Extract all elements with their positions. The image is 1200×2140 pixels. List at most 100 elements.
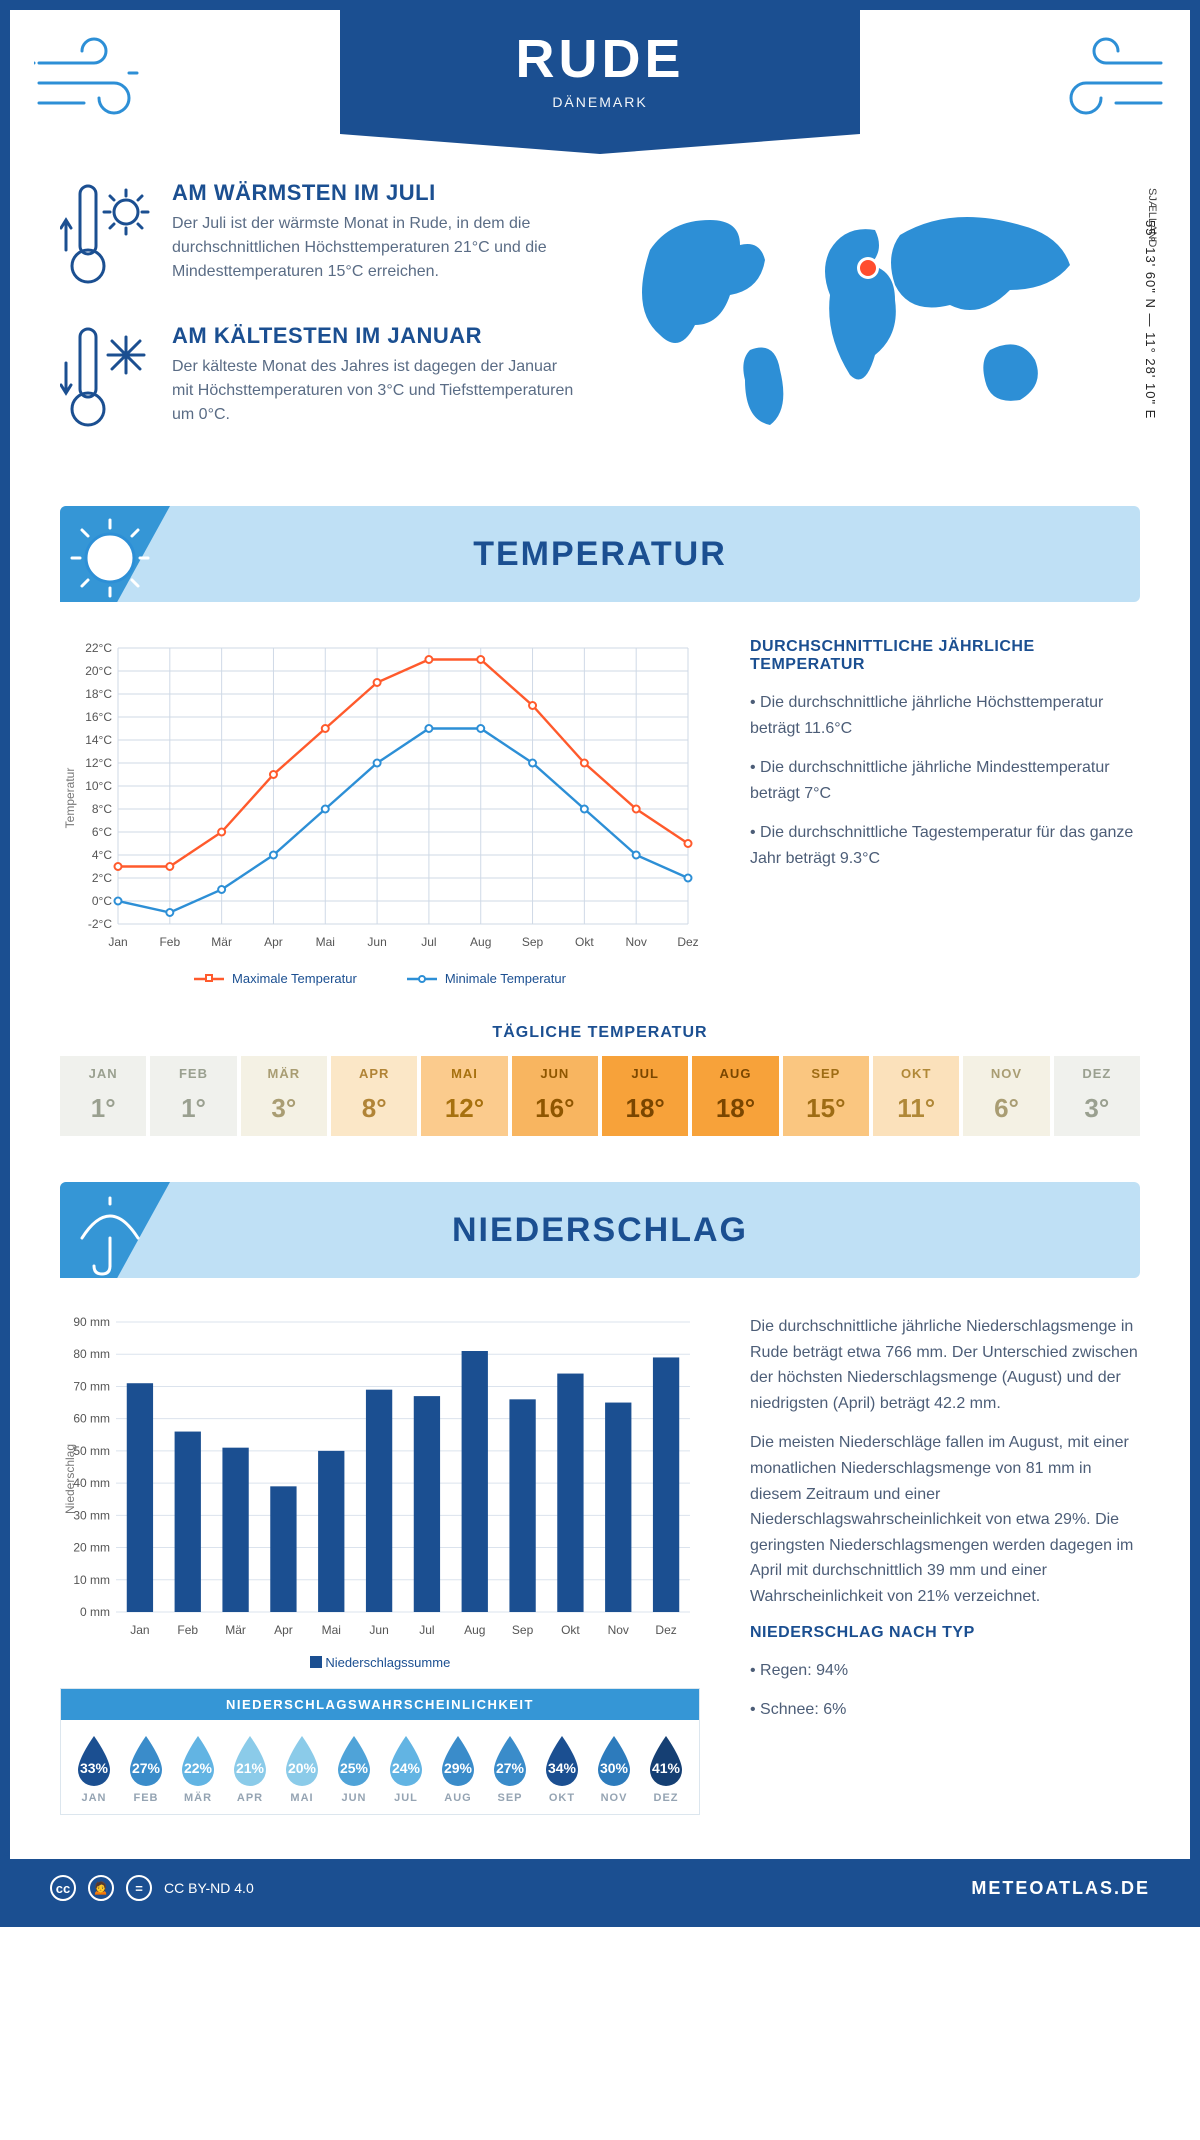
svg-text:4°C: 4°C [92, 848, 112, 862]
daily-cell: MÄR3° [241, 1056, 327, 1136]
prob-heading: NIEDERSCHLAGSWAHRSCHEINLICHKEIT [61, 1689, 699, 1720]
fact-cold-title: AM KÄLTESTEN IM JANUAR [172, 323, 580, 349]
location-marker [860, 260, 876, 276]
temp-summary-heading: DURCHSCHNITTLICHE JÄHRLICHE TEMPERATUR [750, 638, 1140, 674]
svg-text:Okt: Okt [575, 935, 594, 949]
precip-type-snow: • Schnee: 6% [750, 1697, 1140, 1723]
daily-cell: OKT11° [873, 1056, 959, 1136]
country-name: DÄNEMARK [340, 94, 860, 110]
daily-temp-heading: TÄGLICHE TEMPERATUR [10, 1024, 1190, 1042]
temperature-line-chart: -2°C0°C2°C4°C6°C8°C10°C12°C14°C16°C18°C2… [60, 638, 700, 986]
svg-text:Apr: Apr [264, 935, 283, 949]
svg-text:Jun: Jun [367, 935, 386, 949]
svg-text:Jan: Jan [130, 1623, 149, 1637]
temp-bullet-1: • Die durchschnittliche jährliche Höchst… [750, 690, 1140, 741]
svg-text:Nov: Nov [626, 935, 647, 949]
precipitation-heading: NIEDERSCHLAG [452, 1211, 748, 1250]
svg-text:90 mm: 90 mm [73, 1315, 110, 1329]
svg-text:Mär: Mär [211, 935, 232, 949]
nd-icon: = [126, 1875, 152, 1901]
svg-text:Jan: Jan [108, 935, 127, 949]
prob-cell: 30%NOV [591, 1734, 637, 1804]
svg-text:Jul: Jul [419, 1623, 434, 1637]
precip-para-2: Die meisten Niederschläge fallen im Augu… [750, 1430, 1140, 1609]
section-banner-temperature: TEMPERATUR [60, 506, 1140, 602]
temperature-heading: TEMPERATUR [473, 535, 727, 574]
svg-text:Apr: Apr [274, 1623, 293, 1637]
license: cc 🙍 = CC BY-ND 4.0 [50, 1875, 254, 1901]
svg-text:16°C: 16°C [85, 710, 112, 724]
umbrella-icon [66, 1190, 154, 1283]
svg-text:10 mm: 10 mm [73, 1573, 110, 1587]
section-banner-precipitation: NIEDERSCHLAG [60, 1182, 1140, 1278]
svg-text:2°C: 2°C [92, 871, 112, 885]
svg-text:Temperatur: Temperatur [63, 768, 77, 829]
prob-cell: 25%JUN [331, 1734, 377, 1804]
svg-text:Jun: Jun [369, 1623, 388, 1637]
svg-text:Mai: Mai [322, 1623, 341, 1637]
world-map: SJÆLLAND 55° 13' 60" N — 11° 28' 10" E [620, 180, 1140, 466]
svg-text:22°C: 22°C [85, 641, 112, 655]
prob-cell: 29%AUG [435, 1734, 481, 1804]
infographic-frame: RUDE DÄNEMARK AM WÄRMSTEN IM JULI Der Ju… [0, 0, 1200, 1927]
daily-cell: AUG18° [692, 1056, 778, 1136]
site-name: METEOATLAS.DE [971, 1878, 1150, 1899]
prob-cell: 27%SEP [487, 1734, 533, 1804]
fact-warm-text: Der Juli ist der wärmste Monat in Rude, … [172, 212, 580, 284]
temp-bullet-3: • Die durchschnittliche Tagestemperatur … [750, 820, 1140, 871]
svg-text:Mär: Mär [225, 1623, 246, 1637]
prob-cell: 27%FEB [123, 1734, 169, 1804]
prob-cell: 21%APR [227, 1734, 273, 1804]
precip-legend: Niederschlagssumme [60, 1655, 700, 1670]
prob-cell: 20%MAI [279, 1734, 325, 1804]
wind-icon-right [1036, 28, 1166, 143]
svg-text:Nov: Nov [608, 1623, 629, 1637]
svg-text:0°C: 0°C [92, 894, 112, 908]
license-text: CC BY-ND 4.0 [164, 1880, 254, 1896]
prob-cell: 34%OKT [539, 1734, 585, 1804]
daily-cell: MAI12° [421, 1056, 507, 1136]
svg-text:Feb: Feb [159, 935, 180, 949]
svg-text:10°C: 10°C [85, 779, 112, 793]
precipitation-summary: Die durchschnittliche jährliche Niedersc… [750, 1314, 1140, 1815]
svg-text:-2°C: -2°C [88, 917, 112, 931]
svg-text:70 mm: 70 mm [73, 1379, 110, 1393]
title-ribbon: RUDE DÄNEMARK [340, 10, 860, 154]
svg-text:Aug: Aug [464, 1623, 485, 1637]
prob-cell: 24%JUL [383, 1734, 429, 1804]
svg-text:Mai: Mai [316, 935, 335, 949]
header: RUDE DÄNEMARK [10, 10, 1190, 180]
fact-coldest: AM KÄLTESTEN IM JANUAR Der kälteste Mona… [60, 323, 580, 438]
svg-text:80 mm: 80 mm [73, 1347, 110, 1361]
precipitation-bar-chart: 0 mm10 mm20 mm30 mm40 mm50 mm60 mm70 mm8… [60, 1314, 700, 1815]
cc-icon: cc [50, 1875, 76, 1901]
by-icon: 🙍 [88, 1875, 114, 1901]
svg-text:50 mm: 50 mm [73, 1444, 110, 1458]
temp-legend: Maximale Temperatur Minimale Temperatur [60, 971, 700, 986]
svg-text:18°C: 18°C [85, 687, 112, 701]
temperature-summary: DURCHSCHNITTLICHE JÄHRLICHE TEMPERATUR •… [750, 638, 1140, 986]
prob-cell: 22%MÄR [175, 1734, 221, 1804]
legend-max: Maximale Temperatur [232, 971, 357, 986]
daily-cell: JUN16° [512, 1056, 598, 1136]
svg-text:20°C: 20°C [85, 664, 112, 678]
svg-text:Jul: Jul [421, 935, 436, 949]
legend-min: Minimale Temperatur [445, 971, 566, 986]
city-name: RUDE [340, 28, 860, 90]
sun-icon [66, 514, 154, 607]
fact-warmest: AM WÄRMSTEN IM JULI Der Juli ist der wär… [60, 180, 580, 295]
svg-text:Sep: Sep [522, 935, 544, 949]
svg-text:0 mm: 0 mm [80, 1605, 110, 1619]
prob-cell: 41%DEZ [643, 1734, 689, 1804]
svg-text:Niederschlag: Niederschlag [63, 1444, 77, 1514]
daily-cell: APR8° [331, 1056, 417, 1136]
daily-cell: FEB1° [150, 1056, 236, 1136]
svg-text:8°C: 8°C [92, 802, 112, 816]
daily-cell: JAN1° [60, 1056, 146, 1136]
precip-type-heading: NIEDERSCHLAG NACH TYP [750, 1624, 1140, 1642]
svg-text:6°C: 6°C [92, 825, 112, 839]
svg-text:Dez: Dez [677, 935, 698, 949]
daily-cell: DEZ3° [1054, 1056, 1140, 1136]
footer: cc 🙍 = CC BY-ND 4.0 METEOATLAS.DE [10, 1859, 1190, 1917]
daily-cell: SEP15° [783, 1056, 869, 1136]
